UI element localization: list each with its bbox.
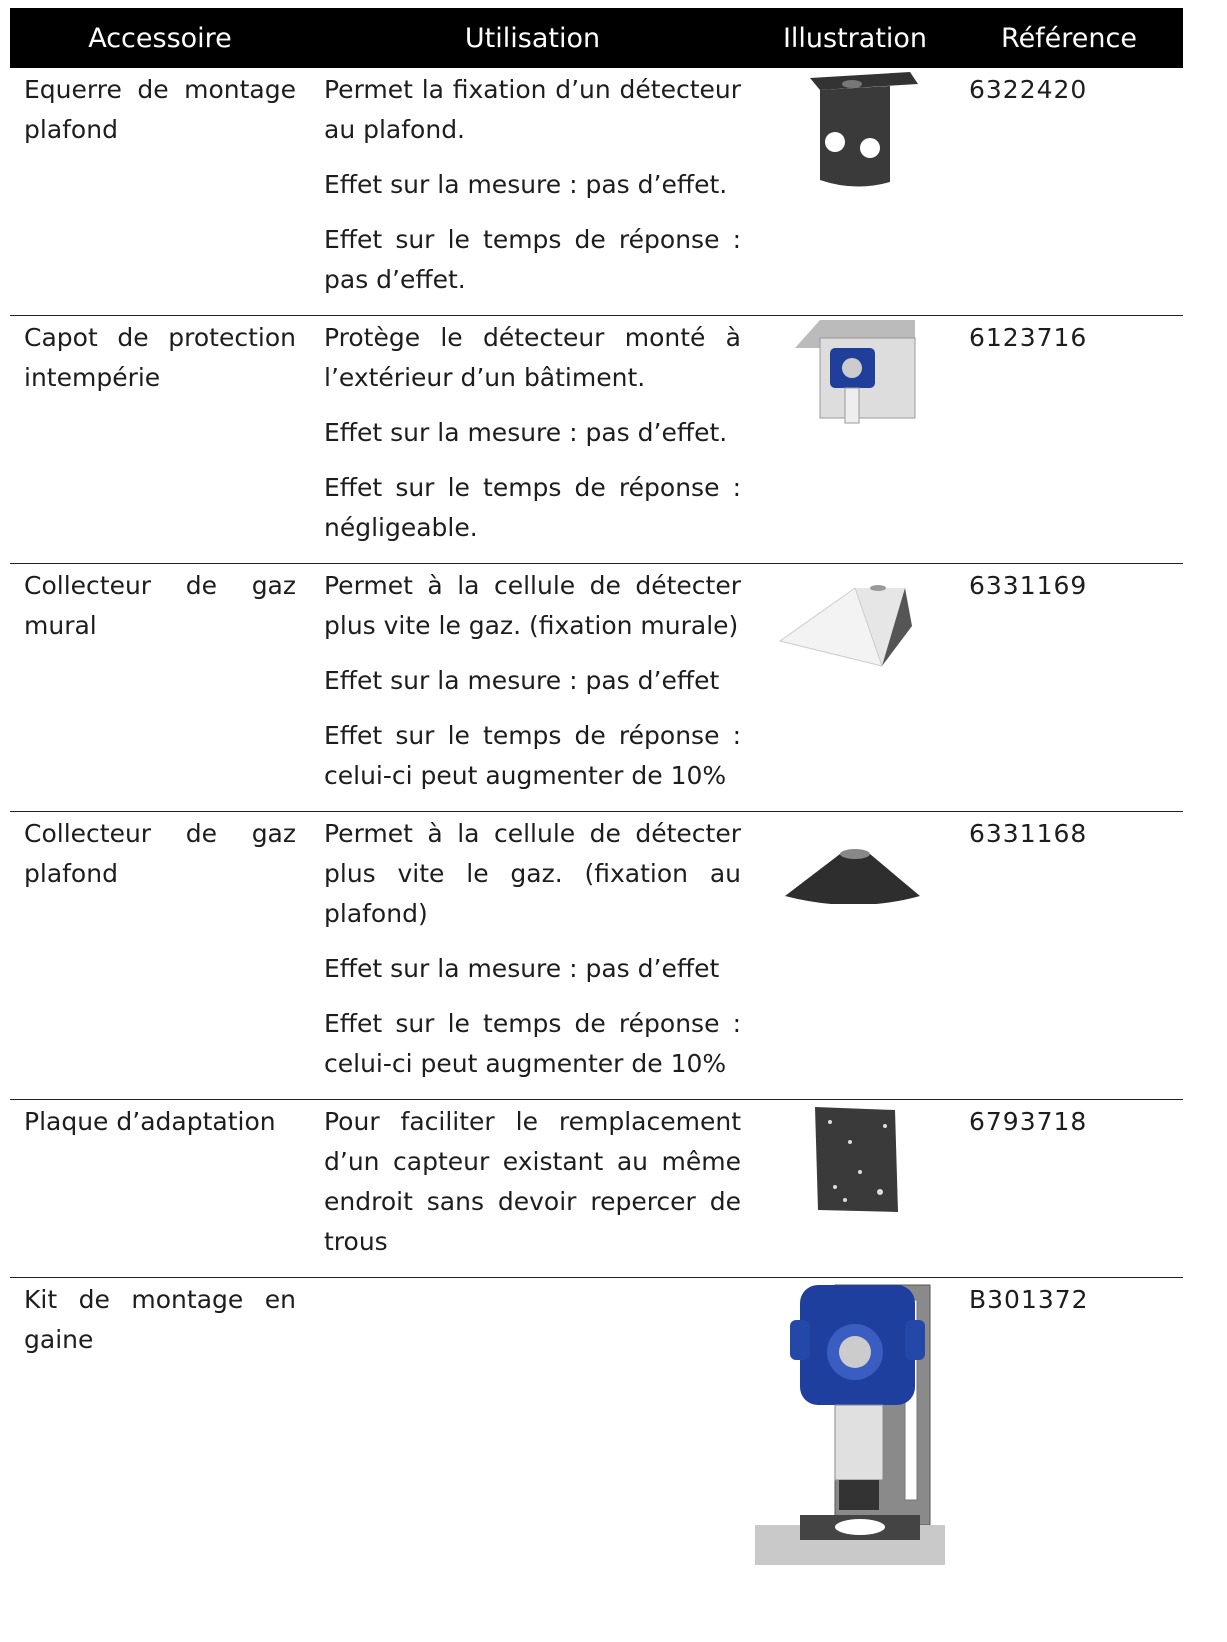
table-row: Equerre de montage plafond Permet la fixa… [10, 68, 1183, 316]
header-row: Accessoire Utilisation Illustration Réfé… [10, 8, 1183, 68]
header-cell: Utilisation [310, 8, 755, 68]
header-cell: Illustration [755, 8, 955, 68]
usage-cell: Permet à la cellule de détecter plus vit… [310, 563, 755, 812]
reference: 6793718 [955, 1099, 1183, 1278]
usage-text: Effet sur la mesure : pas d’effet [324, 954, 720, 983]
illustration [815, 1107, 898, 1212]
usage-text: Protège le détecteur monté à l’extérieur… [324, 323, 741, 392]
accessory-name: Kit de montage en gaine [24, 1285, 296, 1354]
illustration [778, 585, 912, 667]
illustration-cell [755, 1278, 955, 1642]
usage-text: Effet sur le temps de réponse : celui-ci… [324, 1009, 741, 1078]
usage-cell: Permet à la cellule de détecter plus vit… [310, 811, 755, 1100]
illustration [785, 849, 920, 904]
reference: 6331168 [955, 811, 1183, 1100]
usage-text: Effet sur le temps de réponse : pas d’ef… [324, 225, 741, 294]
usage-text: Pour faciliter le remplacement d’un capt… [324, 1107, 741, 1256]
usage-text: Effet sur la mesure : pas d’effet [324, 666, 720, 695]
header-cell: Référence [955, 8, 1183, 68]
table: Accessoire Utilisation Illustration Réfé… [10, 8, 1183, 1642]
usage-cell: Pour faciliter le remplacement d’un capt… [310, 1099, 755, 1278]
usage-text: Effet sur la mesure : pas d’effet. [324, 418, 728, 447]
usage-cell: Protège le détecteur monté à l’extérieur… [310, 315, 755, 564]
usage-cell [310, 1278, 755, 1642]
usage-text: Effet sur le temps de réponse : celui-ci… [324, 721, 741, 790]
usage-text: Permet la fixation d’un détecteur au pla… [324, 75, 741, 144]
reference: B301372 [969, 1285, 1089, 1314]
accessory-name: Collecteur de gaz mural [10, 563, 310, 812]
accessory-name: Capot de protection intempérie [10, 315, 310, 564]
illustration [810, 72, 918, 187]
illustration [755, 1284, 945, 1565]
illustration-cell [755, 811, 955, 1100]
accessory-name: Collecteur de gaz plafond [10, 811, 310, 1100]
table-row: Collecteur de gaz plafond Permet à la cel… [10, 811, 1183, 1100]
reference: 6123716 [955, 315, 1183, 564]
table-row: Capot de protection intempérie Protège le… [10, 315, 1183, 564]
table-row: Collecteur de gaz mural Permet à la cellu… [10, 563, 1183, 812]
usage-text: Permet à la cellule de détecter plus vit… [324, 571, 741, 640]
accessory-table: Accessoire Utilisation Illustration Réfé… [10, 8, 1183, 1642]
header-cell: Accessoire [10, 8, 310, 68]
table-row: Plaque d’adaptation Pour faciliter le rem… [10, 1099, 1183, 1278]
usage-text: Effet sur la mesure : pas d’effet. [324, 170, 728, 199]
accessory-name: Plaque d’adaptation [10, 1099, 310, 1278]
reference: 6331169 [955, 563, 1183, 812]
table-row: Kit de montage en gaine B301372 [10, 1278, 1183, 1642]
illustration [795, 320, 916, 424]
usage-cell: Permet la fixation d’un détecteur au pla… [310, 68, 755, 316]
usage-text: Permet à la cellule de détecter plus vit… [324, 819, 741, 928]
illustration-cell [755, 315, 955, 564]
usage-text: Effet sur le temps de réponse : négligea… [324, 473, 741, 542]
accessory-name: Equerre de montage plafond [10, 68, 310, 316]
illustration-cell [755, 68, 955, 316]
reference: 6322420 [955, 68, 1183, 316]
illustration-cell [755, 1099, 955, 1278]
illustration-cell [755, 563, 955, 812]
